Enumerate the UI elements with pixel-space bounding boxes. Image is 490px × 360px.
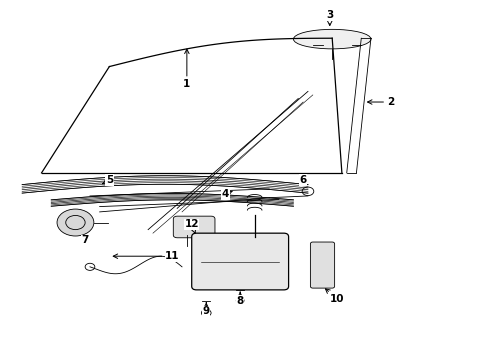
- Text: 4: 4: [222, 189, 232, 199]
- Text: 8: 8: [237, 292, 244, 306]
- Circle shape: [57, 209, 94, 236]
- Text: 10: 10: [325, 289, 344, 304]
- Text: 2: 2: [368, 97, 394, 107]
- Text: 9: 9: [203, 303, 210, 316]
- Text: 7: 7: [81, 235, 89, 245]
- Text: 1: 1: [183, 49, 191, 89]
- Ellipse shape: [294, 30, 371, 49]
- FancyBboxPatch shape: [192, 233, 289, 290]
- Text: 3: 3: [326, 10, 333, 26]
- Text: 11: 11: [113, 251, 179, 261]
- FancyBboxPatch shape: [310, 242, 335, 288]
- Text: 12: 12: [184, 219, 199, 233]
- FancyBboxPatch shape: [173, 216, 215, 238]
- Text: 5: 5: [103, 175, 113, 185]
- Text: 6: 6: [299, 175, 307, 185]
